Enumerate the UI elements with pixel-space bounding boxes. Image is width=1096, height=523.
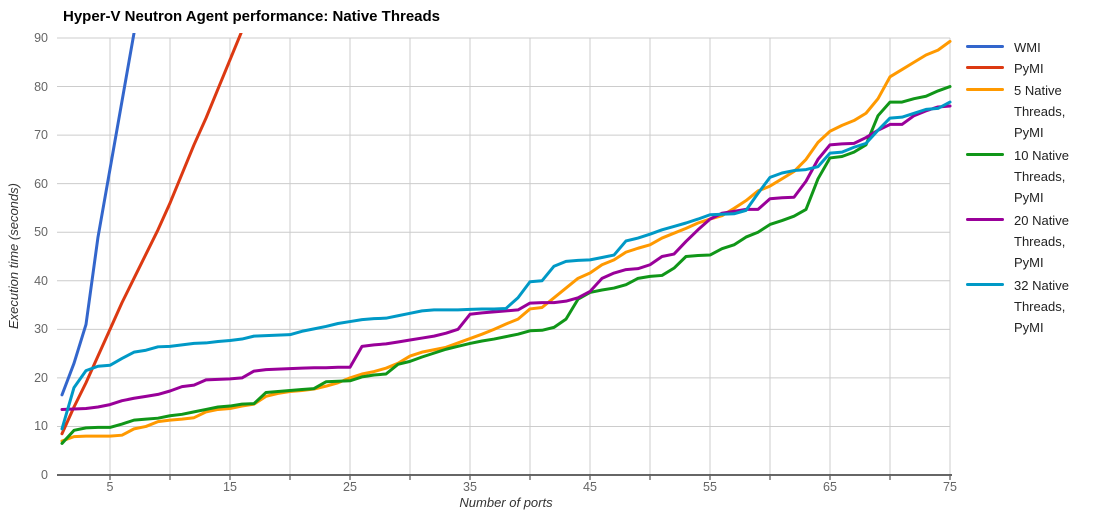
series-line-10-native-threads-pymi	[60, 85, 952, 445]
legend-label: WMI	[1014, 40, 1041, 55]
x-axis-title: Number of ports	[459, 495, 553, 510]
y-tick-label: 30	[34, 322, 48, 337]
x-tick-label: 75	[943, 480, 957, 494]
series-line-32-native-threads-pymi	[60, 100, 952, 431]
series-line-20-native-threads-pymi	[60, 104, 952, 411]
legend-swatch	[966, 45, 1004, 48]
legend-item-pymi: PyMI	[966, 58, 1090, 79]
x-tick-label: 15	[223, 480, 237, 494]
y-tick-label: 0	[41, 468, 48, 482]
y-tick-label: 80	[34, 79, 48, 94]
x-tick-label: 25	[343, 480, 357, 494]
legend-swatch	[966, 66, 1004, 69]
series-line-5-native-threads-pymi	[60, 39, 952, 443]
y-tick-label: 20	[34, 370, 48, 385]
y-tick-label: 40	[34, 273, 48, 288]
legend-swatch	[966, 88, 1004, 91]
legend-label: 10 Native Threads, PyMI	[1014, 148, 1069, 205]
legend-swatch	[966, 153, 1004, 156]
legend-item-10-native-threads-pymi: 10 Native Threads, PyMI	[966, 145, 1090, 208]
series-line-wmi	[60, 33, 136, 397]
legend-item-wmi: WMI	[966, 37, 1090, 58]
legend-swatch	[966, 218, 1004, 221]
chart-title: Hyper-V Neutron Agent performance: Nativ…	[63, 8, 441, 25]
y-tick-label: 70	[34, 128, 48, 143]
legend-item-5-native-threads-pymi: 5 Native Threads, PyMI	[966, 80, 1090, 143]
legend-label: PyMI	[1014, 61, 1044, 76]
legend-label: 32 Native Threads, PyMI	[1014, 278, 1069, 335]
y-tick-label: 10	[34, 419, 48, 434]
x-tick-label: 65	[823, 480, 837, 494]
x-tick-label: 55	[703, 480, 717, 494]
legend-swatch	[966, 283, 1004, 286]
legend-item-20-native-threads-pymi: 20 Native Threads, PyMI	[966, 210, 1090, 273]
x-tick-label: 45	[583, 480, 597, 494]
x-tick-label: 35	[463, 480, 477, 494]
legend-item-32-native-threads-pymi: 32 Native Threads, PyMI	[966, 275, 1090, 338]
legend-label: 5 Native Threads, PyMI	[1014, 83, 1066, 140]
y-tick-label: 50	[34, 225, 48, 240]
y-tick-label: 90	[34, 31, 48, 45]
x-tick-label: 5	[106, 480, 114, 494]
legend-label: 20 Native Threads, PyMI	[1014, 213, 1069, 270]
y-tick-label: 60	[34, 176, 48, 191]
